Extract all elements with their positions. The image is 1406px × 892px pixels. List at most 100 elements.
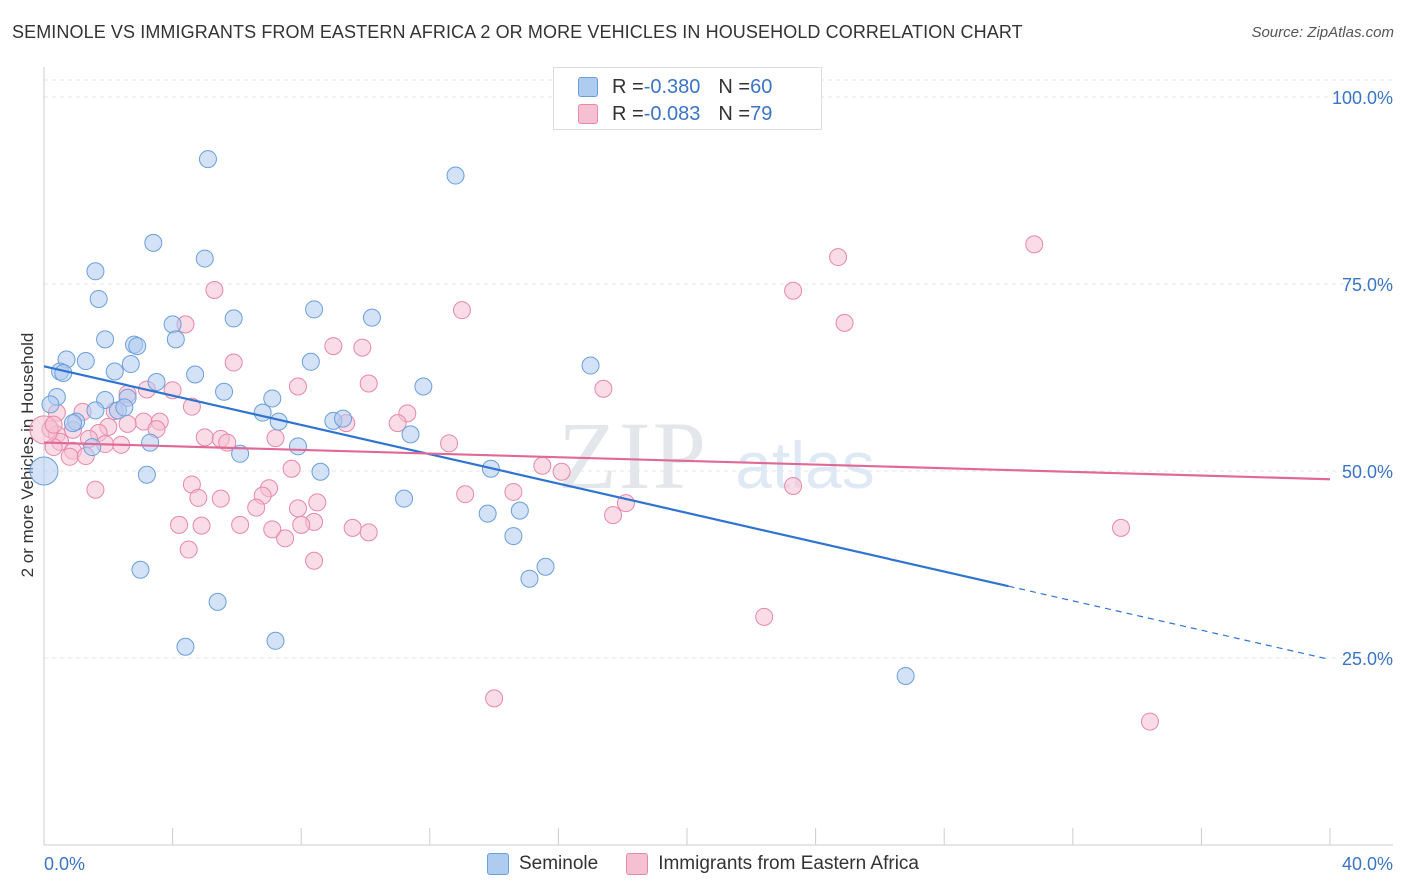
seminole-point: [311, 462, 330, 481]
seminole-point: [115, 398, 134, 417]
seminole-point: [186, 365, 205, 384]
immigrants-point: [211, 489, 230, 508]
stats-row-seminole: R = -0.380 N = 60: [578, 74, 772, 100]
seminole-point: [581, 356, 600, 375]
grid-lines: [44, 79, 1393, 659]
seminole-point: [89, 289, 108, 308]
seminole-point: [96, 330, 115, 349]
stats-box: R = -0.380 N = 60 R = -0.083 N = 79: [553, 67, 822, 130]
n-label: N =: [718, 75, 751, 98]
immigrants-point: [456, 485, 475, 504]
immigrants-point: [170, 515, 189, 534]
immigrants-point: [292, 515, 311, 534]
seminole-point: [266, 631, 285, 650]
r-label: R =: [612, 102, 644, 125]
legend-item-seminole[interactable]: Seminole: [486, 853, 599, 875]
immigrants-point: [282, 459, 301, 478]
seminole-trend-extension: [1008, 585, 1331, 661]
chart-title: SEMINOLE VS IMMIGRANTS FROM EASTERN AFRI…: [12, 22, 1023, 42]
seminole-point: [301, 352, 320, 371]
seminole-point: [333, 409, 352, 428]
y-tick-label: 50.0%: [1342, 462, 1393, 482]
immigrants-point: [182, 397, 201, 416]
immigrants-point: [44, 415, 63, 434]
n-label: N =: [718, 102, 751, 125]
seminole-point: [263, 389, 282, 408]
immigrants-point: [353, 338, 372, 357]
immigrants-point: [231, 515, 250, 534]
seminole-point: [198, 150, 217, 169]
seminole-point: [478, 504, 497, 523]
seminole-point: [176, 637, 195, 656]
immigrants-point: [247, 498, 266, 517]
immigrants-point: [388, 414, 407, 433]
tick-labels: 0.0% 40.0% 100.0% 75.0% 50.0% 25.0%: [44, 88, 1393, 874]
immigrants-point: [1025, 235, 1044, 254]
n-value: 60: [750, 75, 773, 98]
y-tick-label: 75.0%: [1342, 275, 1393, 295]
legend-item-immigrants[interactable]: Immigrants from Eastern Africa: [626, 853, 919, 875]
immigrants-point: [324, 337, 343, 356]
seminole-point: [362, 308, 381, 327]
seminole-point: [86, 401, 105, 420]
axes: [43, 67, 1393, 846]
x-max-label: 40.0%: [1342, 854, 1393, 874]
seminole-point: [147, 372, 166, 391]
immigrants-point: [179, 540, 198, 559]
seminole-point: [83, 438, 102, 457]
seminole-trend-line: [43, 365, 1009, 588]
immigrants-point: [288, 499, 307, 518]
seminole-point: [395, 489, 414, 508]
seminole-point: [414, 377, 433, 396]
immigrants-point: [440, 434, 459, 453]
immigrants-legend-swatch: [626, 853, 649, 875]
immigrants-point: [224, 353, 243, 372]
immigrants-point: [189, 488, 208, 507]
y-tick-label: 25.0%: [1342, 649, 1393, 669]
stats-row-immigrants: R = -0.083 N = 79: [578, 101, 772, 127]
seminole-point: [224, 309, 243, 328]
immigrants-point: [504, 482, 523, 501]
seminole-point: [137, 465, 156, 484]
legend-label-seminole: Seminole: [518, 853, 599, 874]
seminole-point: [510, 501, 529, 520]
y-tick-label: 100.0%: [1332, 88, 1393, 108]
immigrants-point: [288, 377, 307, 396]
seminole-point: [166, 330, 185, 349]
seminole-point: [208, 592, 227, 611]
watermark: ZIP atlas: [558, 402, 875, 509]
seminole-point: [305, 300, 324, 319]
watermark-zip: ZIP: [558, 402, 708, 509]
immigrants-point: [784, 476, 803, 495]
n-value: 79: [750, 102, 773, 125]
immigrants-point: [308, 493, 327, 512]
seminole-point: [29, 456, 59, 486]
immigrants-point: [1140, 712, 1159, 731]
trend-lines: [43, 365, 1331, 661]
immigrants-point: [60, 447, 79, 466]
immigrants-point: [829, 248, 848, 267]
seminole-point: [141, 433, 160, 452]
seminole-point: [121, 355, 140, 374]
seminole-point: [520, 569, 539, 588]
immigrants-point: [452, 301, 471, 320]
seminole-point: [446, 166, 465, 185]
seminole-point: [76, 352, 95, 371]
immigrants-point: [359, 523, 378, 542]
immigrants-point: [192, 516, 211, 535]
immigrants-point: [266, 429, 285, 448]
immigrants-point: [195, 428, 214, 447]
x-min-label: 0.0%: [44, 854, 85, 874]
immigrants-point: [485, 689, 504, 708]
immigrants-swatch: [578, 104, 598, 124]
seminole-point: [288, 437, 307, 456]
seminole-point: [128, 337, 147, 356]
immigrants-point: [604, 506, 623, 525]
immigrants-point: [205, 280, 224, 299]
seminole-point: [215, 382, 234, 401]
seminole-legend-swatch: [486, 853, 509, 875]
seminole-point: [195, 249, 214, 268]
seminole-point: [63, 414, 82, 433]
seminole-swatch: [578, 77, 598, 97]
